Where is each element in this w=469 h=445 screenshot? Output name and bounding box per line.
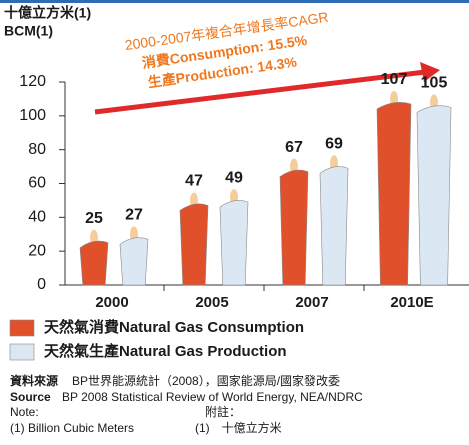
top-border <box>0 0 469 3</box>
note: (1) 十億立方米 <box>195 420 282 435</box>
source-label: 資料來源 <box>10 373 58 388</box>
note: (1) Billion Cubic Meters <box>10 421 134 435</box>
bar <box>119 237 149 286</box>
value-label: 49 <box>225 169 243 186</box>
y-label: BCM(1) <box>4 23 53 39</box>
x-tick-label: 2000 <box>95 294 128 311</box>
legend-swatch <box>9 343 35 361</box>
source: BP世界能源統計（2008），國家能源局/國家發改委 <box>72 373 340 388</box>
x-tick-label: 2007 <box>295 294 328 311</box>
bar <box>376 102 412 286</box>
y-tick-label: 20 <box>28 242 46 259</box>
value-label: 105 <box>421 75 448 92</box>
y-tick-label: 60 <box>28 175 46 192</box>
source-label: Source <box>10 390 51 404</box>
source: BP 2008 Statistical Review of World Ener… <box>62 390 363 404</box>
trend-arrow <box>94 69 426 115</box>
value-label: 27 <box>125 207 143 224</box>
y-tick-label: 100 <box>19 107 46 124</box>
annotation: 2000-2007年複合年增長率CAGR 消費Consumption: 15.5… <box>124 9 330 91</box>
value-label: 47 <box>185 173 203 190</box>
footer: 資料來源 BP世界能源統計（2008），國家能源局/國家發改委 Source B… <box>10 373 363 435</box>
value-label: 69 <box>325 135 343 152</box>
bar <box>179 203 209 286</box>
x-tick-label: 2005 <box>195 294 228 311</box>
value-label: 107 <box>381 71 408 88</box>
bar <box>279 169 309 286</box>
note-label: Note: <box>10 405 39 419</box>
bar <box>219 200 249 286</box>
bar <box>319 166 349 286</box>
legend-label: 天然氣消費Natural Gas Consumption <box>44 318 304 336</box>
value-label: 25 <box>85 210 103 227</box>
y-tick-label: 120 <box>19 73 46 90</box>
y-tick-label: 80 <box>28 141 46 158</box>
bar <box>416 105 452 286</box>
legend-label: 天然氣生產Natural Gas Production <box>44 342 287 360</box>
note-label: 附註： <box>205 405 241 419</box>
y-tick-label: 0 <box>37 276 46 293</box>
legend-swatch <box>9 319 35 337</box>
y-tick-label: 40 <box>28 209 46 226</box>
value-label: 67 <box>285 139 303 156</box>
x-tick-label: 2010E <box>390 294 433 311</box>
arrow-head <box>420 62 440 82</box>
y-label: 十億立方米(1) <box>4 5 91 21</box>
bar <box>79 240 109 286</box>
